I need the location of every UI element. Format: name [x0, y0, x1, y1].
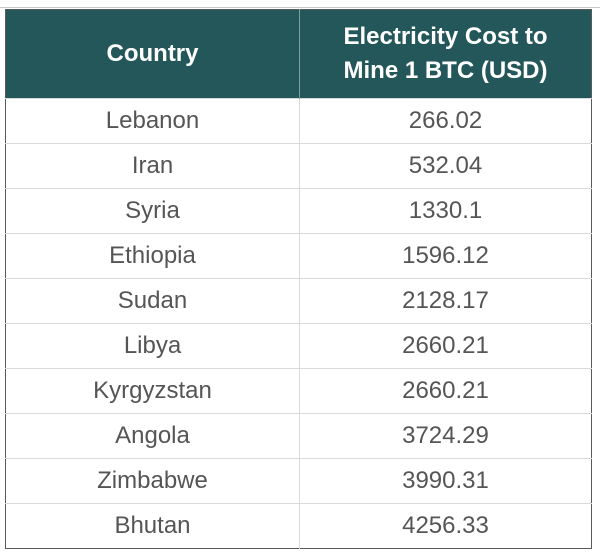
cost-cell: 3990.31	[299, 458, 592, 504]
table-row: Angola 3724.29	[5, 413, 592, 459]
table-row: Iran 532.04	[5, 143, 592, 189]
header-line-1: Electricity Cost to	[343, 23, 548, 50]
country-cell: Kyrgyzstan	[5, 368, 300, 414]
table-row: Libya 2660.21	[5, 323, 592, 369]
table-row: Sudan 2128.17	[5, 278, 592, 324]
country-cell: Ethiopia	[5, 233, 300, 279]
cost-cell: 1596.12	[299, 233, 592, 279]
electricity-cost-table: Country Electricity Cost to Mine 1 BTC (…	[5, 9, 592, 549]
cost-cell: 2128.17	[299, 278, 592, 324]
country-cell: Iran	[5, 143, 300, 189]
table-row: Ethiopia 1596.12	[5, 233, 592, 279]
cost-cell: 266.02	[299, 98, 592, 144]
country-cell: Syria	[5, 188, 300, 234]
cost-cell: 2660.21	[299, 323, 592, 369]
cost-cell: 1330.1	[299, 188, 592, 234]
country-cell: Libya	[5, 323, 300, 369]
table-row: Kyrgyzstan 2660.21	[5, 368, 592, 414]
country-cell: Zimbabwe	[5, 458, 300, 504]
country-cell: Sudan	[5, 278, 300, 324]
column-header-cost: Electricity Cost to Mine 1 BTC (USD)	[299, 9, 592, 99]
country-cell: Lebanon	[5, 98, 300, 144]
country-cell: Bhutan	[5, 503, 300, 549]
cost-cell: 4256.33	[299, 503, 592, 549]
table-row: Lebanon 266.02	[5, 98, 592, 144]
header-row: Country Electricity Cost to Mine 1 BTC (…	[5, 9, 592, 99]
column-header-country: Country	[5, 9, 300, 99]
table-row: Syria 1330.1	[5, 188, 592, 234]
header-line-2: Mine 1 BTC (USD)	[343, 57, 548, 84]
cost-cell: 2660.21	[299, 368, 592, 414]
table-row: Bhutan 4256.33	[5, 503, 592, 549]
country-cell: Angola	[5, 413, 300, 459]
top-divider	[0, 7, 600, 8]
cost-cell: 3724.29	[299, 413, 592, 459]
cost-cell: 532.04	[299, 143, 592, 189]
table-row: Zimbabwe 3990.31	[5, 458, 592, 504]
